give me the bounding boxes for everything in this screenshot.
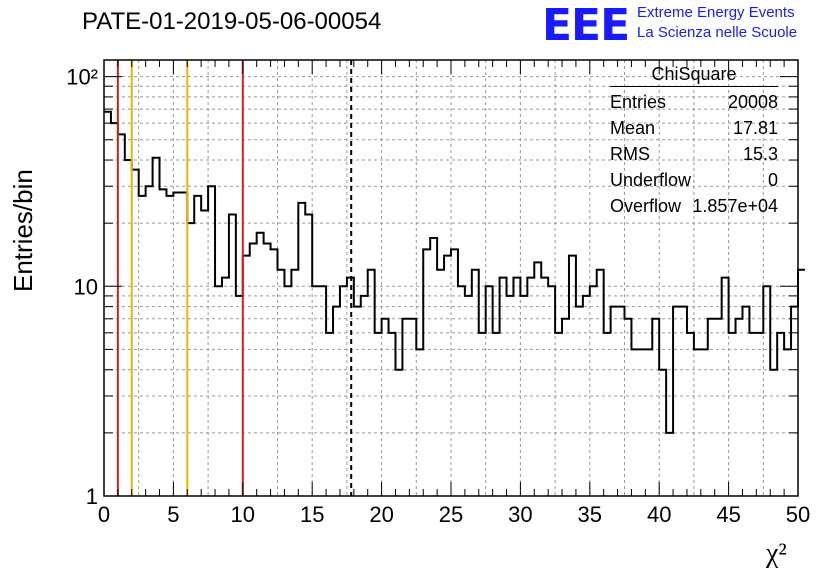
stats-value: 15.3 (742, 144, 778, 164)
x-tick-label: 10 (231, 502, 255, 527)
x-tick-label: 5 (167, 502, 179, 527)
stats-label: Underflow (610, 170, 692, 190)
y-tick-label: 10² (66, 65, 98, 90)
x-tick-label: 15 (300, 502, 324, 527)
eee-logo: EEE (542, 0, 630, 51)
y-tick-label: 10 (74, 274, 98, 299)
stats-row: Entries 20008 (610, 90, 778, 116)
stats-label: Overflow (610, 196, 682, 216)
x-tick-label: 20 (369, 502, 393, 527)
stats-row: Overflow 1.857e+04 (610, 194, 778, 220)
stats-label: RMS (610, 144, 650, 164)
stats-row: Underflow 0 (610, 168, 778, 194)
stats-label: Mean (610, 118, 656, 138)
stats-box: ChiSquare Entries 20008 Mean 17.81 RMS 15.3… (610, 64, 778, 220)
histogram-series-line (104, 110, 805, 434)
x-tick-label: 0 (98, 502, 110, 527)
x-tick-label: 45 (716, 502, 740, 527)
logo-subtitle-2: La Scienza nelle Scuole (637, 24, 798, 41)
y-axis-label: Entries/bin (8, 169, 38, 292)
stats-value: 1.857e+04 (692, 196, 778, 216)
stats-title: ChiSquare (610, 64, 778, 87)
x-tick-label: 30 (508, 502, 532, 527)
stats-value: 17.81 (732, 118, 778, 138)
stats-value: 20008 (727, 92, 778, 112)
x-tick-label: 50 (786, 502, 810, 527)
logo-subtitle-1: Extreme Energy Events (637, 4, 795, 21)
stats-row: Mean 17.81 (610, 116, 778, 142)
chart-title: PATE-01-2019-05-06-00054 (82, 8, 382, 35)
y-tick-label: 1 (86, 484, 98, 509)
stats-label: Entries (610, 92, 667, 112)
stats-row: RMS 15.3 (610, 142, 778, 168)
stats-value: 0 (767, 170, 778, 190)
x-tick-label: 35 (578, 502, 602, 527)
x-tick-label: 25 (439, 502, 463, 527)
x-axis-label: χ² (766, 538, 787, 569)
x-tick-label: 40 (647, 502, 671, 527)
